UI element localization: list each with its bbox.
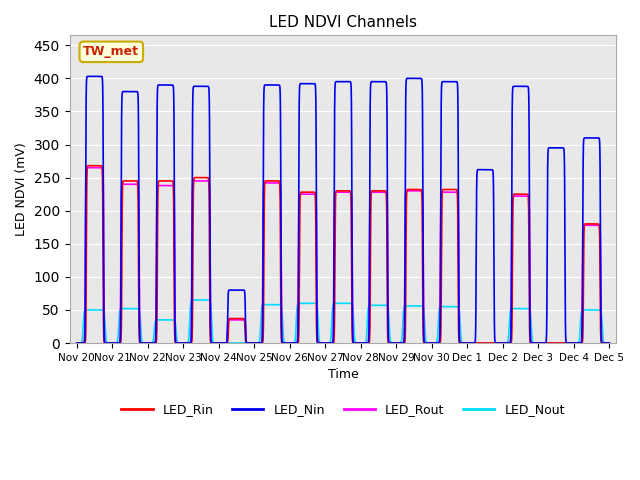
Line: LED_Rin: LED_Rin — [77, 166, 609, 343]
LED_Nin — [184, 340, 191, 346]
LED_Nin — [97, 73, 105, 79]
LED_Nout — [73, 340, 81, 346]
LED_Nout — [184, 340, 191, 346]
LED_Nout — [197, 297, 205, 303]
LED_Rin — [184, 340, 191, 346]
LED_Nin — [90, 73, 97, 79]
LED_Rin — [605, 340, 613, 346]
LED_Rout — [193, 178, 201, 184]
Text: TW_met: TW_met — [83, 45, 140, 59]
Line: LED_Nin: LED_Nin — [77, 76, 609, 343]
LED_Nout — [605, 340, 613, 346]
LED_Nout — [424, 340, 431, 346]
LED_Nout — [224, 340, 232, 346]
LED_Nout — [150, 333, 157, 339]
Title: LED NDVI Channels: LED NDVI Channels — [269, 15, 417, 30]
LED_Rin — [507, 340, 515, 346]
LED_Rin — [90, 163, 98, 168]
Line: LED_Rout: LED_Rout — [77, 168, 609, 343]
LED_Nin — [150, 340, 157, 346]
Y-axis label: LED NDVI (mV): LED NDVI (mV) — [15, 142, 28, 236]
LED_Rout — [605, 340, 613, 346]
LED_Nin — [424, 340, 431, 346]
LED_Nin — [193, 84, 201, 89]
LED_Rout — [424, 340, 431, 346]
LED_Nout — [97, 307, 105, 313]
LED_Nin — [507, 332, 515, 338]
LED_Nin — [73, 340, 81, 346]
LED_Rout — [73, 340, 81, 346]
Legend: LED_Rin, LED_Nin, LED_Rout, LED_Nout: LED_Rin, LED_Nin, LED_Rout, LED_Nout — [116, 398, 570, 421]
LED_Rin — [73, 340, 81, 346]
LED_Rin — [193, 175, 201, 180]
LED_Rout — [150, 340, 157, 346]
X-axis label: Time: Time — [328, 368, 358, 381]
Line: LED_Nout: LED_Nout — [77, 300, 609, 343]
LED_Rin — [424, 340, 431, 346]
LED_Rout — [184, 340, 191, 346]
LED_Rin — [150, 340, 157, 346]
LED_Nout — [507, 306, 515, 312]
LED_Nout — [193, 297, 200, 303]
LED_Nin — [605, 340, 613, 346]
LED_Rout — [90, 165, 97, 170]
LED_Rin — [97, 163, 105, 168]
LED_Rout — [507, 318, 515, 324]
LED_Rout — [97, 165, 105, 170]
